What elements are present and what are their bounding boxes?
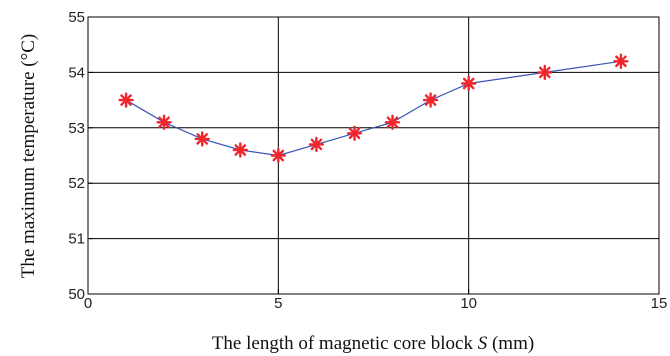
- marker-stroke: [462, 77, 475, 90]
- data-point-marker: [346, 125, 363, 142]
- data-point-marker: [118, 92, 134, 108]
- data-point-marker: [422, 92, 439, 108]
- marker-stroke: [158, 116, 170, 129]
- x-tick-label: 0: [84, 295, 92, 312]
- data-point-marker: [537, 64, 553, 81]
- y-tick-label: 55: [68, 9, 85, 26]
- marker-stroke: [272, 149, 285, 162]
- marker-stroke: [234, 144, 247, 156]
- x-axis-label-prefix: The length of magnetic core block: [212, 333, 478, 354]
- x-tick-label: 5: [274, 295, 282, 312]
- y-tick-label: 50: [68, 286, 85, 303]
- marker-stroke: [615, 55, 627, 68]
- data-point-marker: [461, 75, 477, 92]
- axis-ticks: 0 5 10 15 50 51 52 53 54 55: [68, 9, 667, 312]
- marker-stroke: [348, 127, 361, 140]
- marker-stroke: [196, 133, 209, 145]
- marker-stroke: [386, 116, 399, 129]
- x-axis-label: The length of magnetic core block S (mm): [212, 333, 534, 354]
- data-point-marker: [613, 53, 629, 70]
- marker-stroke: [120, 94, 132, 106]
- y-tick-label: 54: [68, 64, 85, 81]
- series: [118, 53, 629, 164]
- marker-stroke: [539, 66, 551, 79]
- plot-area: [87, 16, 660, 295]
- data-point-marker: [194, 131, 210, 147]
- series-line: [125, 60, 621, 157]
- x-tick-label: 15: [651, 295, 668, 312]
- x-tick-label: 10: [460, 295, 477, 312]
- x-axis-label-suffix: (mm): [492, 333, 534, 354]
- y-tick-label: 52: [68, 175, 85, 192]
- data-point-marker: [308, 136, 325, 153]
- data-point-marker: [156, 114, 172, 131]
- y-axis-label: The maximum temperature (°C): [18, 34, 39, 279]
- y-tick-label: 51: [68, 231, 85, 248]
- data-point-marker: [270, 147, 286, 164]
- data-point-marker: [232, 142, 249, 158]
- y-tick-label: 53: [68, 120, 85, 137]
- x-axis-label-variable: S: [478, 333, 488, 354]
- marker-stroke: [424, 94, 437, 106]
- data-point-marker: [384, 114, 401, 131]
- marker-stroke: [310, 138, 323, 151]
